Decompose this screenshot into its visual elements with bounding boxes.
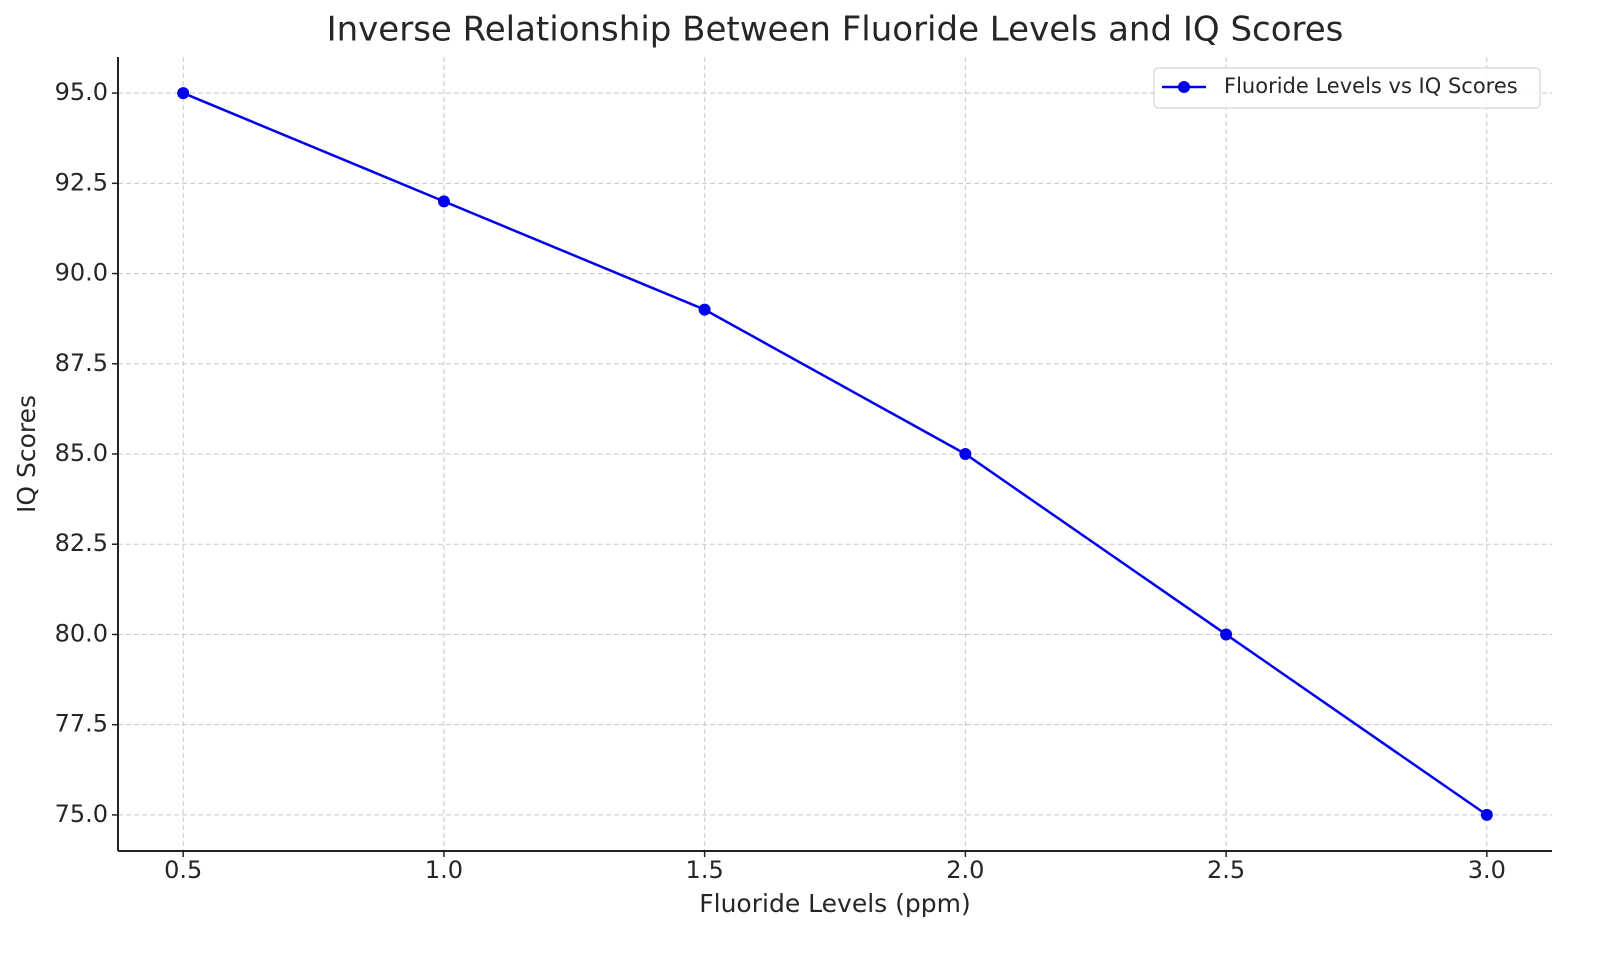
x-tick-label: 3.0 [1468,856,1506,884]
legend-label: Fluoride Levels vs IQ Scores [1224,74,1518,98]
x-tick-label: 1.5 [686,856,724,884]
legend-box [1153,67,1541,109]
data-point [959,448,972,460]
y-axis-label: IQ Scores [12,395,41,513]
data-point [1480,808,1493,821]
y-tick-label: 77.5 [55,710,108,738]
data-point [437,195,450,208]
data-point [177,87,190,100]
legend: Fluoride Levels vs IQ Scores [1153,67,1541,109]
y-tick-label: 90.0 [55,259,108,287]
chart-title: Inverse Relationship Between Fluoride Le… [327,10,1344,50]
y-tick-label: 85.0 [55,439,108,467]
x-tick-label: 2.0 [946,856,984,884]
data-line [182,91,1488,816]
x-tick-label: 0.5 [164,856,202,884]
y-tick-label: 92.5 [55,168,108,196]
y-tick-label: 75.0 [55,800,108,828]
legend-marker [1178,81,1190,93]
data-point [698,303,711,316]
y-tick-label: 80.0 [55,619,108,647]
x-axis-label: Fluoride Levels (ppm) [699,889,970,918]
x-tick-label: 2.5 [1207,856,1245,884]
y-tick-label: 87.5 [55,349,108,377]
data-point [1220,628,1233,641]
y-tick-label: 95.0 [55,78,108,106]
y-tick-label: 82.5 [55,529,108,557]
x-tick-label: 1.0 [425,856,463,884]
